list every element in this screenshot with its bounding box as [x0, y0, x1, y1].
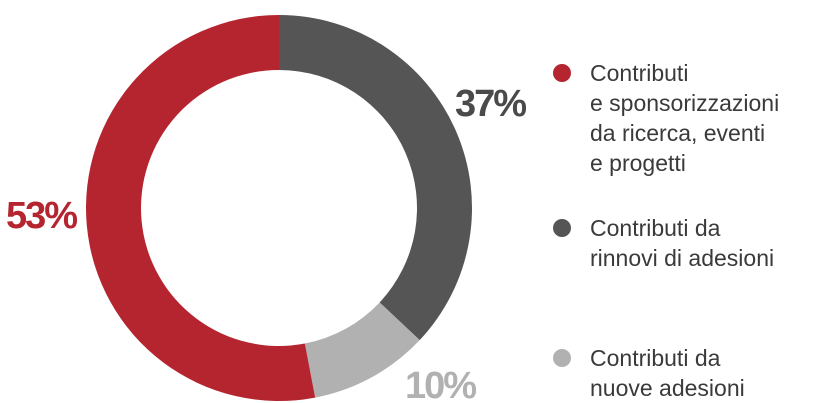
- value-label-contributi-sponsorizzazioni: 53%: [6, 195, 77, 237]
- legend-dot-icon: [553, 64, 571, 82]
- legend-label: Contributi e sponsorizzazioni da ricerca…: [590, 60, 780, 176]
- slice-nuove-adesioni: [304, 302, 420, 398]
- slice-rinnovi-adesioni: [279, 15, 472, 341]
- legend-label: Contributi da rinnovi di adesioni: [590, 215, 775, 271]
- legend-label: Contributi da nuove adesioni: [590, 345, 745, 401]
- value-label-rinnovi-adesioni: 37%: [455, 83, 526, 125]
- legend-dot-icon: [553, 219, 571, 237]
- value-label-nuove-adesioni: 10%: [405, 365, 476, 403]
- donut-slices: [86, 15, 472, 401]
- slice-contributi-sponsorizzazioni: [86, 15, 316, 401]
- legend-dot-icon: [553, 349, 571, 367]
- donut-chart: 53% 37% 10%: [6, 15, 528, 403]
